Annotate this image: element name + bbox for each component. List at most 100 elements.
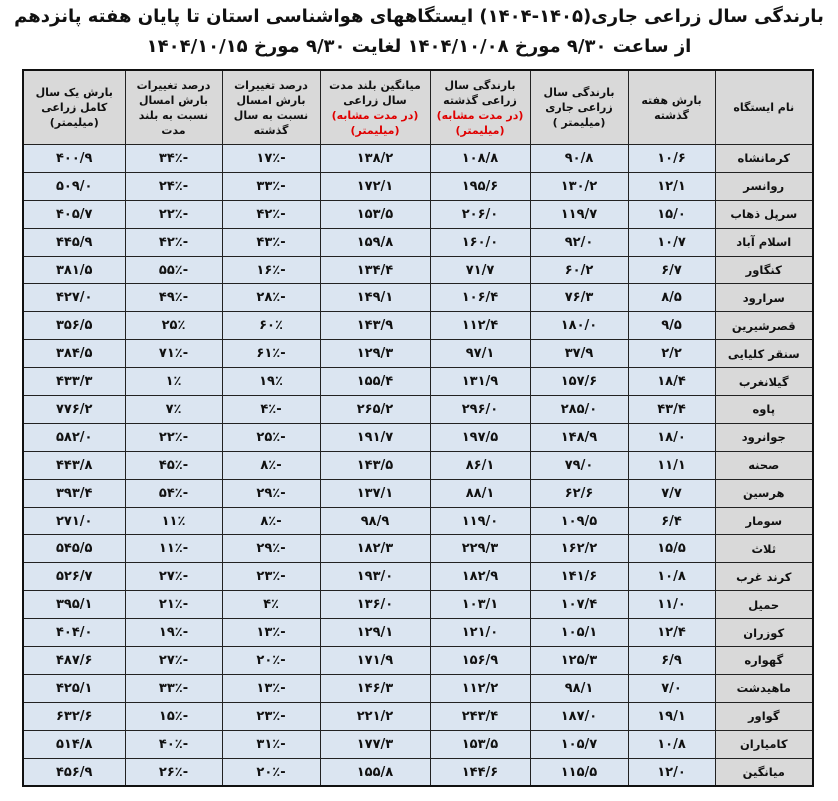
table-row: کامیاران ۱۰/۸ ۱۰۵/۷ ۱۵۳/۵ ۱۷۷/۳ -۳۱٪ -۴۰٪ ۵۱۴/۸ bbox=[22, 729, 814, 759]
last-year-rain-cell: ۱۶۰/۰ bbox=[429, 227, 531, 257]
full-year-rain-cell: ۴۰۰/۹ bbox=[22, 144, 126, 173]
station-name-cell: پاوه bbox=[714, 395, 814, 424]
last-week-rain-cell: ۱۰/۷ bbox=[627, 227, 716, 257]
change-vs-last-year-cell: -۴٪ bbox=[221, 395, 321, 424]
table-row: صحنه ۱۱/۱ ۷۹/۰ ۸۶/۱ ۱۴۳/۵ -۸٪ -۴۵٪ ۴۴۳/۸ bbox=[22, 450, 814, 480]
last-week-rain-cell: ۱۵/۰ bbox=[627, 199, 716, 229]
last-week-rain-cell: ۱۸/۴ bbox=[627, 367, 716, 397]
current-year-rain-cell: ۱۱۹/۷ bbox=[529, 199, 629, 229]
current-year-rain-cell: ۱۱۵/۵ bbox=[529, 757, 629, 787]
last-year-rain-cell: ۱۰۳/۱ bbox=[429, 590, 531, 620]
change-vs-long-term-cell: -۱۱٪ bbox=[124, 534, 223, 564]
last-year-rain-cell: ۲۰۶/۰ bbox=[429, 199, 531, 229]
full-year-rain-cell: ۴۵۶/۹ bbox=[22, 757, 126, 787]
full-year-rain-cell: ۵۱۴/۸ bbox=[22, 729, 126, 759]
last-week-rain-cell: ۱۸/۰ bbox=[627, 422, 716, 452]
long-term-mean-cell: ۱۵۵/۴ bbox=[319, 367, 431, 397]
header-long-term-mean: میانگین بلند مدت سال زراعی (در مدت مشابه)… bbox=[319, 69, 431, 145]
last-week-rain-cell: ۴۳/۴ bbox=[627, 395, 716, 424]
last-week-rain-cell: ۱۲/۱ bbox=[627, 171, 716, 201]
last-year-rain-cell: ۷۱/۷ bbox=[429, 255, 531, 285]
current-year-rain-cell: ۳۷/۹ bbox=[529, 339, 629, 369]
current-year-rain-cell: ۱۲۵/۳ bbox=[529, 646, 629, 675]
last-year-rain-cell: ۱۰۸/۸ bbox=[429, 144, 531, 173]
last-week-rain-cell: ۹/۵ bbox=[627, 311, 716, 341]
change-vs-long-term-cell: ۱۱٪ bbox=[124, 506, 223, 536]
last-year-rain-cell: ۸۸/۱ bbox=[429, 478, 531, 508]
change-vs-last-year-cell: ۴٪ bbox=[221, 590, 321, 620]
current-year-rain-cell: ۱۳۰/۲ bbox=[529, 171, 629, 201]
change-vs-long-term-cell: -۲۴٪ bbox=[124, 171, 223, 201]
full-year-rain-cell: ۳۵۶/۵ bbox=[22, 311, 126, 341]
full-year-rain-cell: ۵۴۵/۵ bbox=[22, 534, 126, 564]
last-year-rain-cell: ۱۱۲/۲ bbox=[429, 673, 531, 703]
station-name-cell: کرند غرب bbox=[714, 562, 814, 592]
long-term-mean-cell: ۲۶۵/۲ bbox=[319, 395, 431, 424]
long-term-mean-cell: ۱۴۹/۱ bbox=[319, 283, 431, 313]
current-year-rain-cell: ۱۰۵/۱ bbox=[529, 618, 629, 648]
change-vs-last-year-cell: -۲۹٪ bbox=[221, 534, 321, 564]
full-year-rain-cell: ۳۹۳/۴ bbox=[22, 478, 126, 508]
change-vs-last-year-cell: -۳۳٪ bbox=[221, 171, 321, 201]
last-year-rain-cell: ۱۵۶/۹ bbox=[429, 646, 531, 675]
last-year-rain-cell: ۱۳۱/۹ bbox=[429, 367, 531, 397]
table-row: سومار ۶/۴ ۱۰۹/۵ ۱۱۹/۰ ۹۸/۹ -۸٪ ۱۱٪ ۲۷۱/۰ bbox=[22, 506, 814, 536]
long-term-mean-cell: ۱۴۶/۳ bbox=[319, 673, 431, 703]
change-vs-last-year-cell: ۶۰٪ bbox=[221, 311, 321, 341]
header-label: بارندگی سال زراعی جاری (میلیمتر ) bbox=[543, 86, 615, 129]
station-name-cell: سرارود bbox=[714, 283, 814, 313]
change-vs-last-year-cell: -۱۷٪ bbox=[221, 144, 321, 173]
table-row: میانگین ۱۲/۰ ۱۱۵/۵ ۱۴۴/۶ ۱۵۵/۸ -۲۰٪ -۲۶٪ ۴۵۶/۹ bbox=[22, 757, 814, 787]
header-change-vs-long-term: درصد تغییرات بارش امسال نسبت به بلند مدت bbox=[124, 69, 223, 145]
full-year-rain-cell: ۶۳۲/۶ bbox=[22, 701, 126, 731]
current-year-rain-cell: ۱۴۱/۶ bbox=[529, 562, 629, 592]
change-vs-last-year-cell: -۲۸٪ bbox=[221, 283, 321, 313]
last-week-rain-cell: ۱۱/۰ bbox=[627, 590, 716, 620]
station-name-cell: ماهیدشت bbox=[714, 673, 814, 703]
report-date-range: از ساعت ۹/۳۰ مورخ ۱۴۰۴/۱۰/۰۸ لغایت ۹/۳۰ … bbox=[146, 36, 692, 57]
change-vs-last-year-cell: -۴۳٪ bbox=[221, 227, 321, 257]
last-week-rain-cell: ۷/۷ bbox=[627, 478, 716, 508]
current-year-rain-cell: ۱۰۷/۴ bbox=[529, 590, 629, 620]
change-vs-long-term-cell: ۷٪ bbox=[124, 395, 223, 424]
long-term-mean-cell: ۱۳۸/۲ bbox=[319, 144, 431, 173]
header-full-year: بارش یک سال کامل زراعی (میلیمتر) bbox=[22, 69, 126, 145]
change-vs-last-year-cell: -۴۲٪ bbox=[221, 199, 321, 229]
long-term-mean-cell: ۱۲۹/۳ bbox=[319, 339, 431, 369]
current-year-rain-cell: ۹۸/۱ bbox=[529, 673, 629, 703]
change-vs-last-year-cell: -۲۰٪ bbox=[221, 646, 321, 675]
current-year-rain-cell: ۱۸۷/۰ bbox=[529, 701, 629, 731]
station-name-cell: گیلانغرب bbox=[714, 367, 814, 397]
change-vs-long-term-cell: -۴۲٪ bbox=[124, 227, 223, 257]
full-year-rain-cell: ۷۷۶/۲ bbox=[22, 395, 126, 424]
long-term-mean-cell: ۱۹۳/۰ bbox=[319, 562, 431, 592]
long-term-mean-cell: ۱۳۷/۱ bbox=[319, 478, 431, 508]
last-week-rain-cell: ۱۲/۰ bbox=[627, 757, 716, 787]
station-name-cell: روانسر bbox=[714, 171, 814, 201]
last-week-rain-cell: ۱۱/۱ bbox=[627, 450, 716, 480]
long-term-mean-cell: ۱۸۲/۳ bbox=[319, 534, 431, 564]
header-current-year: بارندگی سال زراعی جاری (میلیمتر ) bbox=[529, 69, 629, 145]
full-year-rain-cell: ۳۸۴/۵ bbox=[22, 339, 126, 369]
change-vs-long-term-cell: -۲۷٪ bbox=[124, 562, 223, 592]
long-term-mean-cell: ۱۵۳/۵ bbox=[319, 199, 431, 229]
long-term-mean-cell: ۱۴۳/۹ bbox=[319, 311, 431, 341]
full-year-rain-cell: ۲۷۱/۰ bbox=[22, 506, 126, 536]
last-week-rain-cell: ۱۹/۱ bbox=[627, 701, 716, 731]
table-row: سرارود ۸/۵ ۷۶/۳ ۱۰۶/۴ ۱۴۹/۱ -۲۸٪ -۴۹٪ ۴۲۷/۰ bbox=[22, 283, 814, 313]
station-name-cell: میانگین bbox=[714, 757, 814, 787]
last-week-rain-cell: ۶/۷ bbox=[627, 255, 716, 285]
last-year-rain-cell: ۱۹۷/۵ bbox=[429, 422, 531, 452]
last-year-rain-cell: ۱۹۵/۶ bbox=[429, 171, 531, 201]
current-year-rain-cell: ۱۶۲/۲ bbox=[529, 534, 629, 564]
header-note: (در مدت مشابه) (میلیمتر) bbox=[436, 108, 524, 137]
full-year-rain-cell: ۵۲۶/۷ bbox=[22, 562, 126, 592]
current-year-rain-cell: ۹۰/۸ bbox=[529, 144, 629, 173]
last-year-rain-cell: ۹۷/۱ bbox=[429, 339, 531, 369]
header-station: نام ایستگاه bbox=[714, 69, 814, 145]
station-name-cell: گواور bbox=[714, 701, 814, 731]
station-name-cell: گهواره bbox=[714, 646, 814, 675]
change-vs-long-term-cell: -۵۴٪ bbox=[124, 478, 223, 508]
table-row: قصرشیرین ۹/۵ ۱۸۰/۰ ۱۱۲/۴ ۱۴۳/۹ ۶۰٪ ۲۵٪ ۳۵۶/۵ bbox=[22, 311, 814, 341]
station-name-cell: ثلاث bbox=[714, 534, 814, 564]
